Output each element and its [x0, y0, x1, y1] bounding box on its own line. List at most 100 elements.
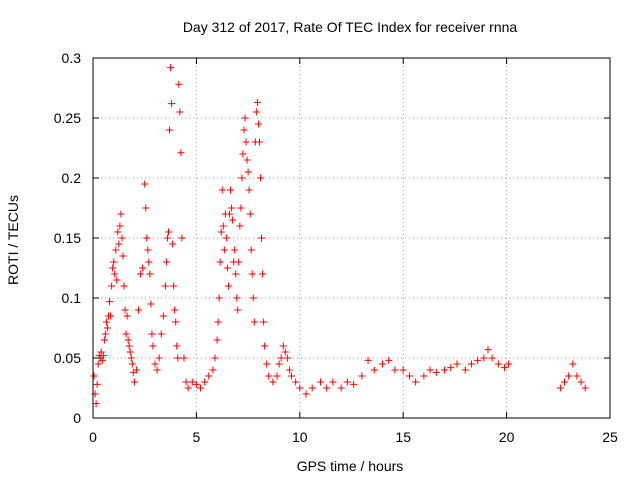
data-point	[273, 372, 281, 380]
data-point	[484, 346, 492, 354]
x-tick-label: 15	[395, 429, 411, 445]
data-point	[426, 366, 434, 374]
y-tick-label: 0.05	[54, 350, 81, 366]
data-point	[168, 100, 176, 108]
data-point	[308, 384, 316, 392]
data-point	[172, 318, 180, 326]
data-point	[288, 372, 296, 380]
x-tick-label: 20	[499, 429, 515, 445]
data-point	[237, 204, 245, 212]
y-tick-label: 0.1	[62, 290, 82, 306]
data-point	[192, 380, 200, 388]
data-point	[159, 312, 167, 320]
data-point	[97, 348, 105, 356]
data-point	[116, 222, 124, 230]
data-point	[501, 364, 509, 372]
data-point	[144, 246, 152, 254]
data-point	[218, 186, 226, 194]
data-point	[180, 354, 188, 362]
data-point	[151, 360, 159, 368]
data-point	[405, 372, 413, 380]
data-point	[235, 258, 243, 266]
data-point	[238, 174, 246, 182]
data-point	[109, 264, 117, 272]
y-tick-label: 0.3	[62, 50, 82, 66]
x-tick-label: 5	[193, 429, 201, 445]
data-point	[219, 222, 227, 230]
data-point	[241, 114, 249, 122]
data-point	[171, 306, 179, 314]
data-point	[281, 348, 289, 356]
data-point	[337, 384, 345, 392]
data-point	[209, 366, 217, 374]
data-point	[118, 234, 126, 242]
data-point	[176, 108, 184, 116]
data-point	[228, 204, 236, 212]
data-point	[249, 294, 257, 302]
data-point	[155, 354, 163, 362]
data-point	[142, 204, 150, 212]
data-point	[227, 186, 235, 194]
data-point	[188, 378, 196, 386]
data-point	[461, 366, 469, 374]
data-point	[222, 234, 230, 242]
data-point	[420, 372, 428, 380]
data-point	[561, 378, 569, 386]
data-point	[108, 282, 116, 290]
data-point	[166, 126, 174, 134]
data-point	[379, 360, 387, 368]
data-point	[90, 372, 98, 380]
data-point	[257, 174, 265, 182]
data-point	[223, 264, 231, 272]
data-point	[350, 380, 358, 388]
x-axis-label: GPS time / hours	[297, 458, 404, 474]
data-point	[248, 270, 256, 278]
data-point	[217, 228, 225, 236]
chart-title: Day 312 of 2017, Rate Of TEC Index for r…	[183, 19, 518, 35]
data-point	[137, 270, 145, 278]
data-point	[174, 354, 182, 362]
data-point	[121, 306, 129, 314]
data-point	[148, 330, 156, 338]
data-point	[447, 364, 455, 372]
data-point	[169, 240, 177, 248]
data-point	[100, 336, 108, 344]
data-point	[126, 348, 134, 356]
data-point	[316, 378, 324, 386]
data-point	[260, 318, 268, 326]
data-point	[432, 368, 440, 376]
x-tick-label: 10	[292, 429, 308, 445]
data-point	[577, 378, 585, 386]
data-point	[170, 282, 178, 290]
data-point	[412, 378, 420, 386]
data-point	[215, 294, 223, 302]
data-point	[178, 234, 186, 242]
x-axis: 0 5 10 15 20 25	[89, 58, 618, 445]
y-tick-label: 0	[73, 410, 81, 426]
data-point	[130, 378, 138, 386]
data-point	[110, 258, 118, 266]
data-point	[225, 210, 233, 218]
data-point	[162, 258, 170, 266]
data-point	[167, 64, 175, 72]
data-point	[261, 342, 269, 350]
data-point	[141, 180, 149, 188]
data-point	[93, 380, 101, 388]
data-point	[253, 98, 261, 106]
data-point	[269, 378, 277, 386]
y-axis: 0 0.05 0.1 0.15 0.2 0.25 0.3	[54, 50, 610, 426]
data-point	[103, 324, 111, 332]
data-point	[214, 318, 222, 326]
data-point	[255, 138, 263, 146]
data-point	[205, 372, 213, 380]
x-tick-label: 25	[602, 429, 618, 445]
data-point	[139, 264, 147, 272]
data-point	[182, 378, 190, 386]
x-tick-label: 0	[89, 429, 97, 445]
data-point	[573, 372, 581, 380]
data-point	[177, 149, 185, 157]
data-point	[296, 384, 304, 392]
data-point	[161, 282, 169, 290]
data-point	[236, 222, 244, 230]
